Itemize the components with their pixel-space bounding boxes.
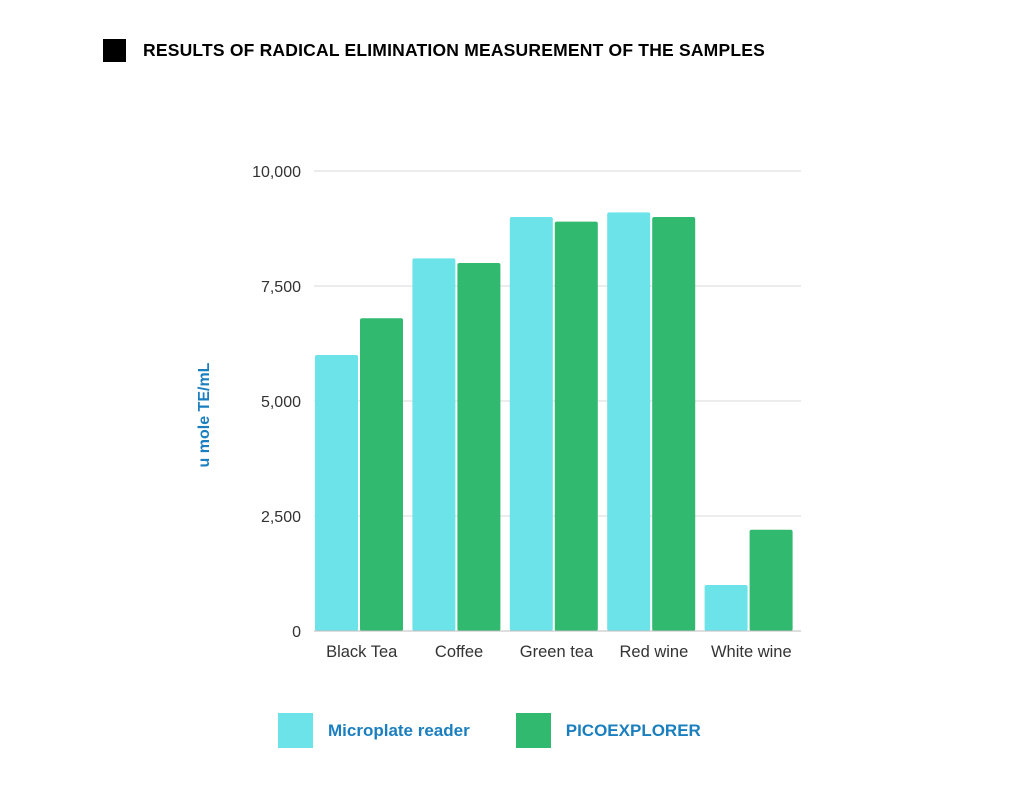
y-tick-label: 10,000 [252, 164, 301, 181]
legend-item-picoexplorer: PICOEXPLORER [515, 713, 701, 748]
bar [749, 529, 793, 631]
bar [360, 318, 403, 631]
y-tick-label: 2,500 [261, 509, 301, 526]
x-tick-label: Black Tea [326, 643, 398, 661]
x-tick-label: Coffee [435, 643, 483, 661]
bar [457, 263, 501, 631]
x-tick-label: Red wine [620, 643, 689, 661]
bar [704, 585, 748, 631]
y-axis-label: u mole TE/mL [196, 362, 213, 467]
bar [607, 212, 651, 631]
y-tick-label: 5,000 [261, 394, 301, 411]
legend-swatch-microplate-reader [278, 713, 313, 748]
bar [554, 221, 598, 631]
legend-swatch-picoexplorer [515, 713, 551, 748]
bar [652, 217, 696, 631]
chart-title-block: RESULTS OF RADICAL ELIMINATION MEASUREME… [103, 39, 765, 62]
y-tick-label: 7,500 [261, 279, 301, 296]
legend: Microplate reader PICOEXPLORER [278, 713, 747, 748]
legend-label-picoexplorer: PICOEXPLORER [565, 720, 701, 740]
x-tick-label: Green tea [520, 643, 594, 661]
legend-label-microplate-reader: Microplate reader [328, 720, 470, 740]
bar [509, 217, 553, 631]
x-tick-label: White wine [711, 643, 792, 661]
bar [412, 258, 456, 631]
bar [315, 355, 358, 631]
chart-title: RESULTS OF RADICAL ELIMINATION MEASUREME… [143, 40, 765, 60]
title-square-icon [103, 39, 126, 62]
y-tick-label: 0 [292, 624, 301, 641]
legend-item-microplate-reader: Microplate reader [278, 713, 470, 748]
